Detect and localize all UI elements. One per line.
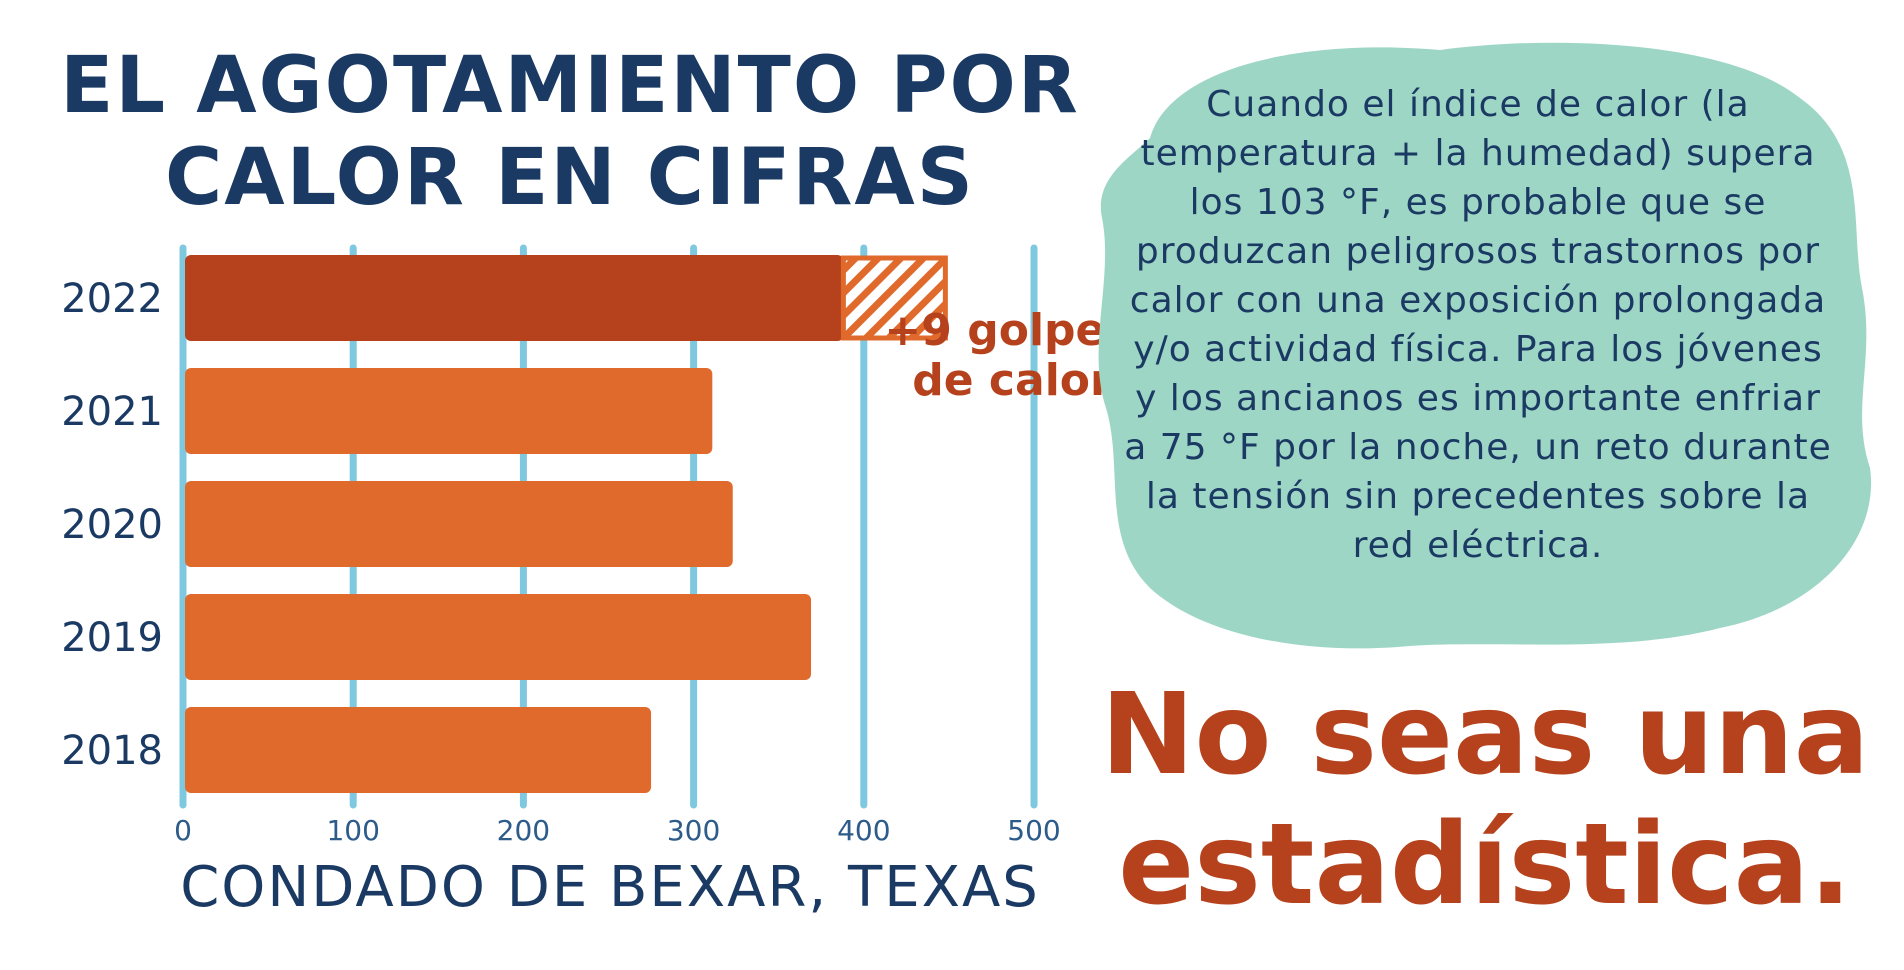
y-tick-label-2022: 2022 xyxy=(61,276,163,322)
x-tick-label-300: 300 xyxy=(667,814,720,847)
y-tick-label-2019: 2019 xyxy=(61,615,163,661)
heat-index-note: Cuando el índice de calor (la temperatur… xyxy=(1124,84,1832,566)
slogan-line-2: estadística. xyxy=(1118,800,1852,930)
extra-label-line-2: de calor xyxy=(912,355,1112,406)
note-background xyxy=(1098,42,1872,649)
title-line-2: CALOR EN CIFRAS xyxy=(165,133,975,223)
page-title: EL AGOTAMIENTO POR CALOR EN CIFRAS xyxy=(40,40,1100,224)
x-tick-label-100: 100 xyxy=(326,814,379,847)
x-tick-label-0: 0 xyxy=(174,814,192,847)
slogan-line-1: No seas una xyxy=(1100,670,1870,800)
slogan: No seas una estadística. xyxy=(1090,670,1880,930)
title-line-1: EL AGOTAMIENTO POR xyxy=(60,41,1080,131)
bar-2021 xyxy=(185,368,713,454)
bar-2019 xyxy=(185,594,812,680)
extra-label-line-1: +9 golpes xyxy=(884,305,1131,356)
y-tick-label-2018: 2018 xyxy=(61,728,163,774)
x-tick-label-400: 400 xyxy=(837,814,890,847)
y-tick-label-2020: 2020 xyxy=(61,502,163,548)
bar-2020 xyxy=(185,481,733,567)
bar-layer xyxy=(185,255,948,793)
x-tick-label-500: 500 xyxy=(1007,814,1060,847)
y-tick-label-2021: 2021 xyxy=(61,389,163,435)
bar-2022 xyxy=(185,255,844,341)
bar-2022-extra xyxy=(840,255,948,341)
x-tick-label-200: 200 xyxy=(497,814,550,847)
label-layer: 0 100 200 300 400 500 2022 2021 2020 2019 2018 +9 g… xyxy=(61,276,1131,847)
chart-subtitle: CONDADO DE BEXAR, TEXAS xyxy=(180,855,1040,920)
bar-2018 xyxy=(185,707,652,793)
